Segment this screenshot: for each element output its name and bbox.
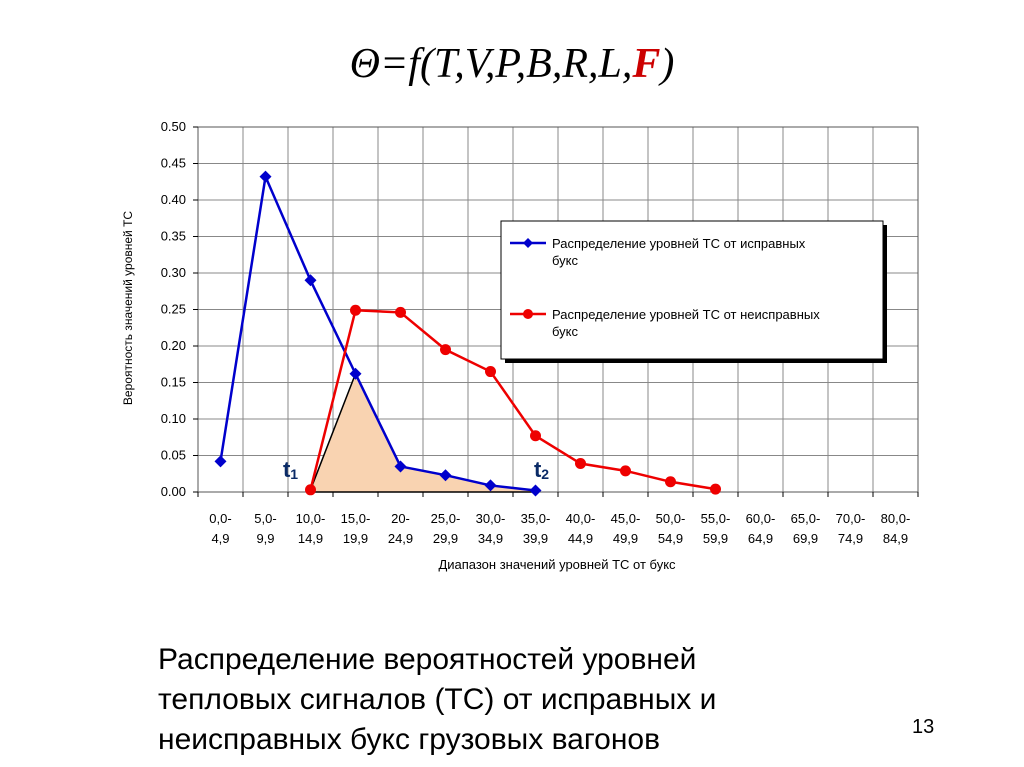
chart-annotations: t1 t2 xyxy=(283,457,549,482)
y-tick-label: 0.20 xyxy=(161,338,186,353)
data-point-bad xyxy=(620,465,631,477)
data-point-bad xyxy=(710,483,721,495)
series-lines xyxy=(219,172,716,492)
annotation-t2: t2 xyxy=(534,457,549,482)
x-tick-label: 10,0- xyxy=(296,511,326,526)
caption-line: Распределение вероятностей уровней xyxy=(158,643,697,676)
x-tick-label: 0,0- xyxy=(209,511,231,526)
y-tick-label: 0.45 xyxy=(161,156,186,171)
x-tick-label: 40,0- xyxy=(566,511,596,526)
y-tick-label: 0.15 xyxy=(161,375,186,390)
series-line-good xyxy=(219,172,536,492)
page-number: 13 xyxy=(912,716,935,738)
x-tick-label: 30,0- xyxy=(476,511,506,526)
data-point-bad xyxy=(575,458,586,470)
x-tick-label: 25,0- xyxy=(431,511,461,526)
y-tick-label: 0.10 xyxy=(161,411,186,426)
caption-line: тепловых сигналов (ТС) от исправных и xyxy=(158,683,717,716)
data-point-good xyxy=(394,460,407,473)
x-tick-label: 4,9 xyxy=(211,531,229,546)
formula-main: Θ=f(T,V,P,B,R,L, xyxy=(349,41,633,87)
y-tick-label: 0.05 xyxy=(161,448,186,463)
x-tick-label: 60,0- xyxy=(746,511,776,526)
x-tick-label: 55,0- xyxy=(701,511,731,526)
data-point-good xyxy=(214,455,227,468)
y-tick-label: 0.40 xyxy=(161,192,186,207)
x-tick-label: 80,0- xyxy=(881,511,911,526)
slide-formula: Θ=f(T,V,P,B,R,L,F) xyxy=(0,40,1024,88)
x-tick-label: 29,9 xyxy=(433,531,458,546)
x-axis-label: Диапазон значений уровней ТС от букс xyxy=(438,557,676,572)
legend-marker-diamond xyxy=(523,238,533,248)
data-point-bad xyxy=(530,430,541,442)
x-tick-label: 5,0- xyxy=(254,511,276,526)
x-tick-label: 70,0- xyxy=(836,511,866,526)
x-tick-label: 49,9 xyxy=(613,531,638,546)
caption-line: неисправных букс грузовых вагонов xyxy=(158,723,661,756)
x-axis: 0,0- 4,9 5,0- 9,9 10,0- 14,9 15,0- 19,9 20- 24,9 2… xyxy=(197,492,919,546)
y-tick-label: 0.25 xyxy=(161,302,186,317)
x-tick-label: 54,9 xyxy=(658,531,683,546)
formula-end: ) xyxy=(660,41,675,87)
y-tick-label: 0.30 xyxy=(161,265,186,280)
x-tick-label: 34,9 xyxy=(478,531,503,546)
y-tick-label: 0.50 xyxy=(161,119,186,134)
legend-label: Распределение уровней ТС от исправных бук… xyxy=(552,236,806,268)
y-tick-label: 0.00 xyxy=(161,484,186,499)
data-point-bad xyxy=(395,306,406,318)
data-point-bad xyxy=(485,366,496,378)
data-point-bad xyxy=(305,484,316,496)
y-tick-label: 0.35 xyxy=(161,229,186,244)
x-tick-label: 14,9 xyxy=(298,531,323,546)
x-tick-label: 19,9 xyxy=(343,531,368,546)
legend-marker-circle xyxy=(523,309,533,319)
slide-caption: Распределение вероятностей уровней тепло… xyxy=(158,640,858,760)
series-markers xyxy=(214,170,721,497)
data-point-good xyxy=(484,479,497,492)
legend-box xyxy=(500,220,884,360)
x-tick-label: 24,9 xyxy=(388,531,413,546)
x-tick-label: 9,9 xyxy=(256,531,274,546)
series-line-bad xyxy=(309,308,716,491)
x-tick-label: 59,9 xyxy=(703,531,728,546)
legend-label: Распределение уровней ТС от неисправных б… xyxy=(552,307,820,339)
x-tick-label: 15,0- xyxy=(341,511,371,526)
data-point-good xyxy=(259,170,272,183)
chart-legend: Распределение уровней ТС от исправных бук… xyxy=(500,220,887,363)
formula-highlight: F xyxy=(632,41,661,87)
data-point-good xyxy=(304,274,317,287)
x-tick-label: 20- xyxy=(391,511,410,526)
data-point-bad xyxy=(665,476,676,488)
data-point-bad xyxy=(440,344,451,356)
x-tick-label: 84,9 xyxy=(883,531,908,546)
x-tick-label: 35,0- xyxy=(521,511,551,526)
y-axis-label: Вероятность значений уровней ТС xyxy=(121,211,135,405)
y-axis: 0.00 0.05 0.10 0.15 0.20 0.25 0.30 0.35 0.40 0.45… xyxy=(161,119,198,499)
x-tick-label: 69,9 xyxy=(793,531,818,546)
x-tick-label: 50,0- xyxy=(656,511,686,526)
x-tick-label: 39,9 xyxy=(523,531,548,546)
x-tick-label: 44,9 xyxy=(568,531,593,546)
annotation-t1: t1 xyxy=(283,457,298,482)
data-point-bad xyxy=(350,304,361,316)
x-tick-label: 45,0- xyxy=(611,511,641,526)
data-point-good xyxy=(439,469,452,482)
data-point-good xyxy=(529,484,542,497)
x-tick-label: 74,9 xyxy=(838,531,863,546)
x-tick-label: 65,0- xyxy=(791,511,821,526)
data-point-good xyxy=(349,367,362,380)
x-tick-label: 64,9 xyxy=(748,531,773,546)
